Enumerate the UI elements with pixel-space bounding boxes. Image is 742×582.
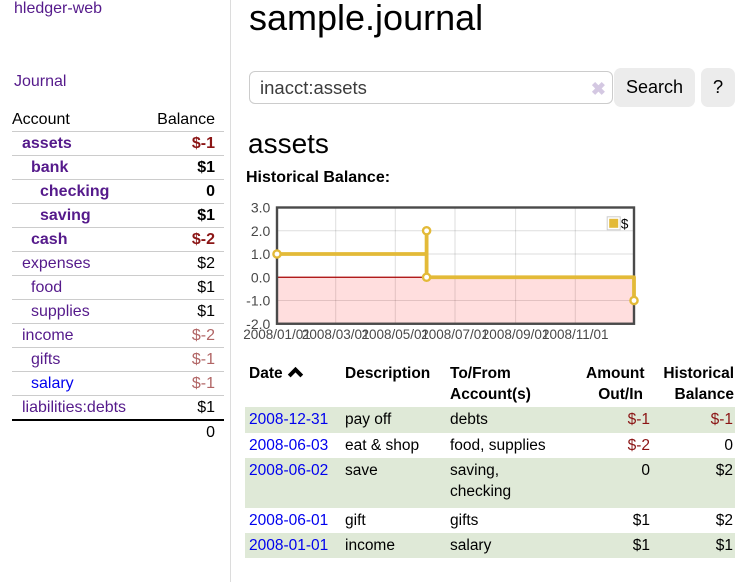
svg-text:2008/03/01: 2008/03/01	[302, 327, 370, 342]
svg-text:2.0: 2.0	[251, 223, 271, 239]
svg-text:2008/11/01: 2008/11/01	[542, 327, 609, 342]
svg-text:0.0: 0.0	[251, 269, 271, 285]
svg-text:2008/09/01: 2008/09/01	[482, 327, 550, 342]
svg-text:1.0: 1.0	[251, 246, 271, 262]
svg-text:-2.0: -2.0	[246, 316, 270, 332]
svg-text:2008/07/01: 2008/07/01	[421, 327, 489, 342]
svg-text:2008/01/01: 2008/01/01	[243, 327, 311, 342]
svg-text:-1.0: -1.0	[246, 293, 270, 309]
svg-text:$: $	[621, 216, 629, 231]
svg-text:2008/05/01: 2008/05/01	[362, 327, 430, 342]
svg-text:3.0: 3.0	[251, 200, 271, 216]
